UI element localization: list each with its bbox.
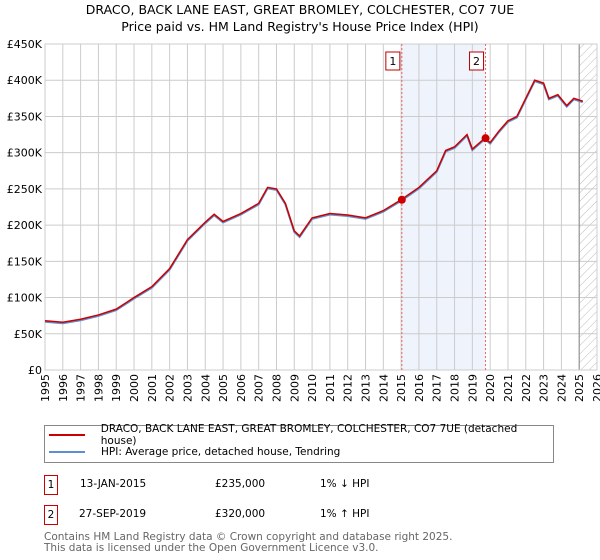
x-tick-label: 2002: [164, 374, 177, 402]
y-tick-label: £100K: [7, 292, 43, 305]
y-tick-label: £0: [28, 364, 42, 377]
plot-area: £0 £50K £100K £150K £200K £250K £300K £350K £400…: [7, 38, 600, 402]
x-tick-label: 2012: [342, 374, 355, 402]
chart-subtitle: Price paid vs. HM Land Registry's House …: [121, 19, 479, 34]
y-tick-label: £400K: [7, 74, 43, 87]
x-tick-label: 1996: [57, 374, 70, 402]
x-tick-label: 2025: [573, 374, 586, 402]
x-tick-label: 2016: [413, 374, 426, 402]
x-tick-label: 2014: [377, 374, 390, 402]
legend-label: HPI: Average price, detached house, Tend…: [101, 446, 341, 458]
sale-marker-label: 1: [44, 475, 58, 495]
sale-hpi-diff: 1% ↓ HPI: [320, 478, 370, 490]
y-tick-label: £150K: [7, 255, 43, 268]
sale-marker-label: 2: [44, 505, 58, 525]
y-tick-label: £50K: [14, 328, 43, 341]
sale-point: [481, 134, 490, 143]
legend: DRACO, BACK LANE EAST, GREAT BROMLEY, CO…: [44, 423, 554, 463]
x-tick-label: 2021: [502, 374, 515, 402]
x-tick-label: 2011: [324, 374, 337, 402]
y-tick-label: £300K: [7, 147, 43, 160]
footer: Contains HM Land Registry data © Crown c…: [44, 532, 452, 554]
sale-marker-label: 2: [473, 55, 480, 68]
x-tick-label: 2008: [270, 374, 283, 402]
x-tick-label: 2026: [591, 374, 600, 402]
legend-label: DRACO, BACK LANE EAST, GREAT BROMLEY, CO…: [100, 423, 518, 447]
y-tick-label: £250K: [7, 183, 43, 196]
footer-line: Contains HM Land Registry data © Crown c…: [44, 531, 453, 543]
x-tick-label: 2017: [431, 374, 444, 402]
x-tick-label: 2004: [199, 374, 212, 402]
y-tick-label: £350K: [7, 110, 43, 123]
x-tick-label: 2023: [538, 374, 551, 402]
sale-marker-label: 1: [389, 55, 396, 68]
sale-period-band: [401, 44, 486, 370]
x-tick-label: 1998: [92, 374, 105, 402]
legend-swatch-red: [49, 434, 85, 436]
x-tick-label: 2020: [484, 374, 497, 402]
sale-marker-box: [385, 51, 401, 71]
legend-item-property: DRACO, BACK LANE EAST, GREAT BROMLEY, CO…: [45, 423, 553, 447]
forecast-hatch: [579, 44, 597, 370]
x-tick-label: 2005: [217, 374, 230, 402]
x-tick-label: 2009: [288, 374, 301, 402]
x-tick-label: 1997: [75, 374, 88, 402]
sale-price: £235,000: [215, 478, 266, 490]
x-tick-label: 2013: [360, 374, 373, 402]
x-tick-label: 2001: [146, 374, 159, 402]
x-tick-label: 2010: [306, 374, 319, 402]
sale-price: £320,000: [215, 508, 266, 520]
sale-row-2: 2 27-SEP-2019 £320,000 1% ↑ HPI: [44, 505, 564, 525]
x-tick-label: 2022: [520, 374, 533, 402]
sale-row-1: 1 13-JAN-2015 £235,000 1% ↓ HPI: [44, 475, 564, 495]
y-tick-label: £450K: [7, 38, 43, 51]
x-tick-label: 2003: [181, 374, 194, 402]
x-tick-label: 1995: [39, 374, 52, 402]
x-tick-label: 2007: [253, 374, 266, 402]
x-tick-label: 2018: [449, 374, 462, 402]
legend-swatch-blue: [49, 451, 85, 453]
x-tick-label: 2000: [128, 374, 141, 402]
price-line: [44, 79, 583, 323]
sale-hpi-diff: 1% ↑ HPI: [320, 508, 370, 520]
x-tick-label: 2015: [395, 374, 408, 402]
plot-frame: [44, 43, 598, 371]
chart-title: DRACO, BACK LANE EAST, GREAT BROMLEY, CO…: [85, 2, 515, 17]
hpi-line: [44, 80, 584, 325]
x-tick-label: 1999: [110, 374, 123, 402]
sale-date: 27-SEP-2019: [79, 508, 147, 520]
sale-point: [397, 195, 406, 204]
sale-date: 13-JAN-2015: [80, 478, 147, 490]
x-tick-label: 2006: [235, 374, 248, 402]
x-tick-label: 2024: [555, 374, 568, 402]
y-tick-label: £200K: [7, 219, 43, 232]
sale-marker-box: [469, 51, 485, 71]
footer-line: This data is licensed under the Open Gov…: [44, 542, 379, 554]
legend-item-hpi: HPI: Average price, detached house, Tend…: [45, 444, 340, 460]
x-tick-label: 2019: [466, 374, 479, 402]
